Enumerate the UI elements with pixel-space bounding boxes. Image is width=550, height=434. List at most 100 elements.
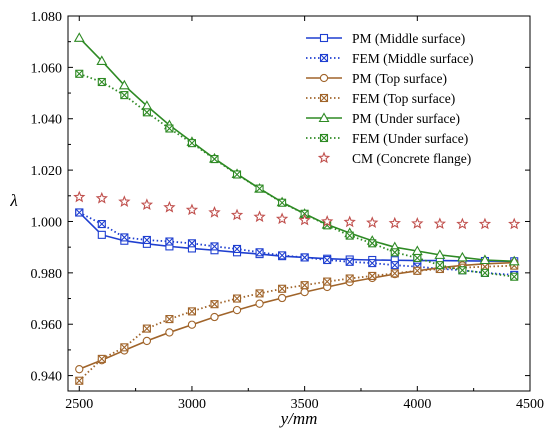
data-point bbox=[508, 217, 521, 230]
series-line bbox=[78, 37, 515, 263]
legend-item: CM (Concrete flange) bbox=[317, 151, 471, 166]
legend-marker bbox=[319, 93, 329, 103]
legend-marker bbox=[318, 112, 330, 123]
data-point bbox=[185, 203, 199, 216]
data-point bbox=[165, 328, 174, 337]
data-point bbox=[97, 77, 106, 87]
data-point bbox=[321, 215, 334, 227]
data-point bbox=[345, 274, 354, 283]
data-point bbox=[73, 32, 85, 42]
data-point bbox=[142, 336, 152, 346]
data-point bbox=[345, 231, 354, 240]
data-point bbox=[508, 255, 520, 266]
legend-label: PM (Top surface) bbox=[352, 71, 447, 86]
data-point bbox=[210, 242, 219, 251]
data-point bbox=[97, 354, 106, 363]
data-point bbox=[187, 139, 197, 148]
legend-item: FEM (Middle surface) bbox=[306, 51, 473, 66]
legend: PM (Middle surface) FEM (Middle surface) P… bbox=[306, 31, 473, 166]
data-point bbox=[435, 261, 444, 270]
data-point bbox=[210, 155, 219, 164]
data-point bbox=[255, 184, 264, 193]
data-point bbox=[75, 208, 84, 217]
data-point bbox=[187, 307, 197, 316]
plot-frame bbox=[67, 15, 531, 392]
series-line bbox=[78, 261, 515, 370]
data-point bbox=[390, 248, 399, 257]
data-point bbox=[232, 170, 242, 179]
data-point bbox=[411, 217, 424, 229]
data-point bbox=[165, 237, 174, 246]
data-point bbox=[140, 198, 154, 211]
data-point bbox=[300, 281, 309, 290]
data-point bbox=[278, 251, 287, 260]
x-tick-label: 3500 bbox=[291, 397, 319, 412]
data-point bbox=[142, 235, 151, 245]
data-point bbox=[120, 233, 129, 242]
data-point bbox=[163, 200, 176, 213]
data-point bbox=[458, 266, 467, 275]
series-pm-under-surface bbox=[73, 32, 520, 266]
data-point bbox=[75, 69, 84, 78]
legend-item: PM (Top surface) bbox=[306, 71, 447, 86]
legend-label: CM (Concrete flange) bbox=[352, 151, 471, 166]
legend-item: FEM (Top surface) bbox=[306, 91, 455, 106]
y-tick-label: 1.040 bbox=[31, 113, 63, 128]
legend-marker bbox=[317, 151, 331, 164]
data-point bbox=[479, 254, 491, 265]
data-point bbox=[255, 299, 264, 308]
data-point bbox=[120, 91, 129, 100]
legend-label: FEM (Under surface) bbox=[352, 131, 468, 146]
data-point bbox=[388, 216, 401, 229]
series-fem-top-surface bbox=[75, 261, 519, 385]
data-point bbox=[253, 210, 266, 223]
data-point bbox=[118, 79, 130, 90]
series-pm-top-surface bbox=[75, 258, 519, 374]
data-point bbox=[343, 215, 356, 228]
data-point bbox=[73, 190, 86, 203]
series-line bbox=[78, 264, 515, 382]
data-point bbox=[413, 266, 422, 275]
y-tick-label: 0.960 bbox=[31, 318, 63, 333]
legend-label: PM (Under surface) bbox=[352, 111, 460, 126]
data-point bbox=[390, 261, 399, 270]
data-point bbox=[165, 315, 174, 324]
data-point bbox=[210, 300, 219, 309]
data-point bbox=[480, 268, 489, 277]
data-point bbox=[478, 217, 492, 230]
y-tick-label: 0.980 bbox=[31, 267, 63, 282]
x-tick-label: 4500 bbox=[516, 397, 544, 412]
y-tick-label: 0.940 bbox=[31, 370, 63, 385]
data-point bbox=[456, 251, 468, 262]
data-point bbox=[95, 191, 108, 204]
data-point bbox=[323, 255, 332, 265]
y-tick-label: 1.080 bbox=[31, 10, 63, 25]
data-point bbox=[275, 212, 289, 225]
data-point bbox=[165, 124, 174, 133]
data-point bbox=[232, 294, 242, 303]
data-point bbox=[510, 272, 519, 281]
legend-marker bbox=[319, 53, 329, 63]
data-point bbox=[278, 284, 287, 293]
data-point bbox=[368, 239, 377, 248]
legend-label: FEM (Top surface) bbox=[352, 91, 455, 106]
data-point bbox=[278, 198, 287, 207]
legend-label: FEM (Middle surface) bbox=[352, 51, 473, 66]
data-point bbox=[390, 269, 399, 278]
series-fem-under-surface bbox=[75, 69, 519, 281]
data-point bbox=[300, 287, 309, 297]
data-point bbox=[433, 217, 447, 230]
x-tick-label: 4000 bbox=[403, 397, 431, 412]
data-point bbox=[232, 244, 242, 254]
data-point bbox=[368, 259, 377, 268]
x-tick-label: 2500 bbox=[65, 397, 93, 412]
data-point bbox=[230, 208, 244, 221]
data-point bbox=[298, 213, 311, 226]
data-point bbox=[323, 277, 332, 286]
data-point bbox=[96, 55, 108, 65]
series-cm-concrete-flange bbox=[73, 190, 521, 230]
legend-marker bbox=[319, 73, 329, 83]
legend-item: PM (Under surface) bbox=[306, 111, 460, 126]
data-point bbox=[300, 253, 309, 262]
